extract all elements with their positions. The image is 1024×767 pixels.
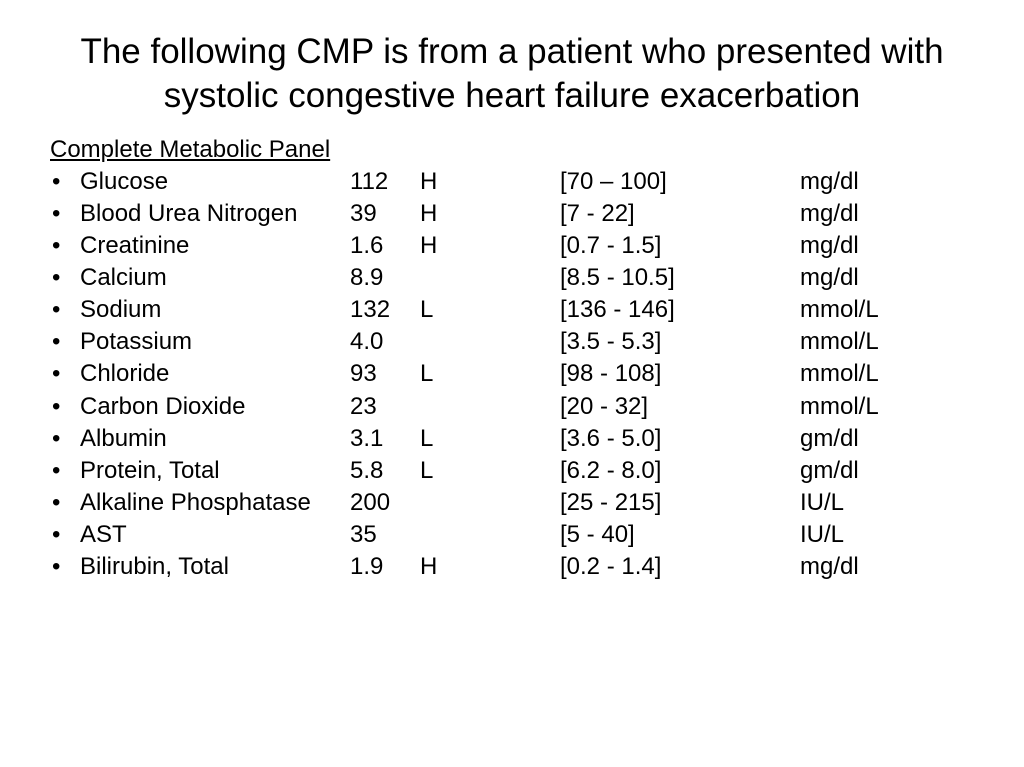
bullet-icon: • — [50, 391, 80, 423]
lab-row: •Calcium8.9 [8.5 - 10.5]mg/dl — [50, 262, 974, 294]
reference-range: [136 - 146] — [560, 294, 800, 326]
lab-row: •Protein, Total5.8 L[6.2 - 8.0]gm/dl — [50, 455, 974, 487]
units: mmol/L — [800, 294, 974, 326]
analyte-name: AST — [80, 519, 350, 551]
units: IU/L — [800, 519, 974, 551]
abnormal-flag: H — [420, 230, 560, 262]
bullet-icon: • — [50, 519, 80, 551]
units: mg/dl — [800, 262, 974, 294]
analyte-name: Blood Urea Nitrogen — [80, 198, 350, 230]
abnormal-flag: L — [420, 358, 560, 390]
bullet-icon: • — [50, 455, 80, 487]
bullet-icon: • — [50, 487, 80, 519]
lab-table: •Glucose112H[70 – 100]mg/dl•Blood Urea N… — [50, 166, 974, 584]
abnormal-flag: L — [420, 294, 560, 326]
reference-range: [25 - 215] — [560, 487, 800, 519]
result-value: 112 — [350, 166, 420, 198]
reference-range: [0.7 - 1.5] — [560, 230, 800, 262]
lab-row: •Glucose112H[70 – 100]mg/dl — [50, 166, 974, 198]
reference-range: [3.6 - 5.0] — [560, 423, 800, 455]
result-value: 35 — [350, 519, 420, 551]
analyte-name: Bilirubin, Total — [80, 551, 350, 583]
lab-row: •Blood Urea Nitrogen39H[7 - 22]mg/dl — [50, 198, 974, 230]
bullet-icon: • — [50, 294, 80, 326]
abnormal-flag: H — [420, 551, 560, 583]
result-value: 5.8 — [350, 455, 420, 487]
reference-range: [8.5 - 10.5] — [560, 262, 800, 294]
result-value: 8.9 — [350, 262, 420, 294]
lab-row: •Sodium132 L[136 - 146]mmol/L — [50, 294, 974, 326]
panel-title: Complete Metabolic Panel — [50, 136, 974, 164]
reference-range: [6.2 - 8.0] — [560, 455, 800, 487]
units: gm/dl — [800, 423, 974, 455]
analyte-name: Carbon Dioxide — [80, 391, 350, 423]
lab-row: •Alkaline Phosphatase200 [25 - 215]IU/L — [50, 487, 974, 519]
result-value: 1.6 — [350, 230, 420, 262]
reference-range: [70 – 100] — [560, 166, 800, 198]
bullet-icon: • — [50, 198, 80, 230]
analyte-name: Sodium — [80, 294, 350, 326]
reference-range: [3.5 - 5.3] — [560, 326, 800, 358]
reference-range: [5 - 40] — [560, 519, 800, 551]
result-value: 132 — [350, 294, 420, 326]
units: mg/dl — [800, 198, 974, 230]
analyte-name: Albumin — [80, 423, 350, 455]
analyte-name: Calcium — [80, 262, 350, 294]
analyte-name: Alkaline Phosphatase — [80, 487, 350, 519]
reference-range: [20 - 32] — [560, 391, 800, 423]
units: mmol/L — [800, 358, 974, 390]
bullet-icon: • — [50, 166, 80, 198]
result-value: 3.1 — [350, 423, 420, 455]
result-value: 39 — [350, 198, 420, 230]
units: IU/L — [800, 487, 974, 519]
bullet-icon: • — [50, 423, 80, 455]
reference-range: [0.2 - 1.4] — [560, 551, 800, 583]
bullet-icon: • — [50, 230, 80, 262]
lab-row: •Carbon Dioxide23 [20 - 32]mmol/L — [50, 391, 974, 423]
units: mg/dl — [800, 166, 974, 198]
slide: The following CMP is from a patient who … — [0, 0, 1024, 584]
lab-row: •Potassium4.0 [3.5 - 5.3]mmol/L — [50, 326, 974, 358]
abnormal-flag: L — [420, 455, 560, 487]
result-value: 4.0 — [350, 326, 420, 358]
units: mmol/L — [800, 326, 974, 358]
result-value: 200 — [350, 487, 420, 519]
bullet-icon: • — [50, 326, 80, 358]
reference-range: [7 - 22] — [560, 198, 800, 230]
units: mg/dl — [800, 551, 974, 583]
analyte-name: Chloride — [80, 358, 350, 390]
result-value: 23 — [350, 391, 420, 423]
abnormal-flag: L — [420, 423, 560, 455]
bullet-icon: • — [50, 262, 80, 294]
bullet-icon: • — [50, 358, 80, 390]
units: mg/dl — [800, 230, 974, 262]
lab-row: •Chloride93 L[98 - 108]mmol/L — [50, 358, 974, 390]
units: gm/dl — [800, 455, 974, 487]
lab-row: •Albumin3.1 L[3.6 - 5.0]gm/dl — [50, 423, 974, 455]
bullet-icon: • — [50, 551, 80, 583]
result-value: 1.9 — [350, 551, 420, 583]
units: mmol/L — [800, 391, 974, 423]
analyte-name: Potassium — [80, 326, 350, 358]
analyte-name: Protein, Total — [80, 455, 350, 487]
abnormal-flag: H — [420, 198, 560, 230]
slide-title: The following CMP is from a patient who … — [50, 30, 974, 118]
lab-row: •Creatinine1.6H[0.7 - 1.5]mg/dl — [50, 230, 974, 262]
analyte-name: Creatinine — [80, 230, 350, 262]
result-value: 93 — [350, 358, 420, 390]
lab-row: •Bilirubin, Total1.9H[0.2 - 1.4]mg/dl — [50, 551, 974, 583]
analyte-name: Glucose — [80, 166, 350, 198]
abnormal-flag: H — [420, 166, 560, 198]
reference-range: [98 - 108] — [560, 358, 800, 390]
lab-row: •AST35 [5 - 40]IU/L — [50, 519, 974, 551]
